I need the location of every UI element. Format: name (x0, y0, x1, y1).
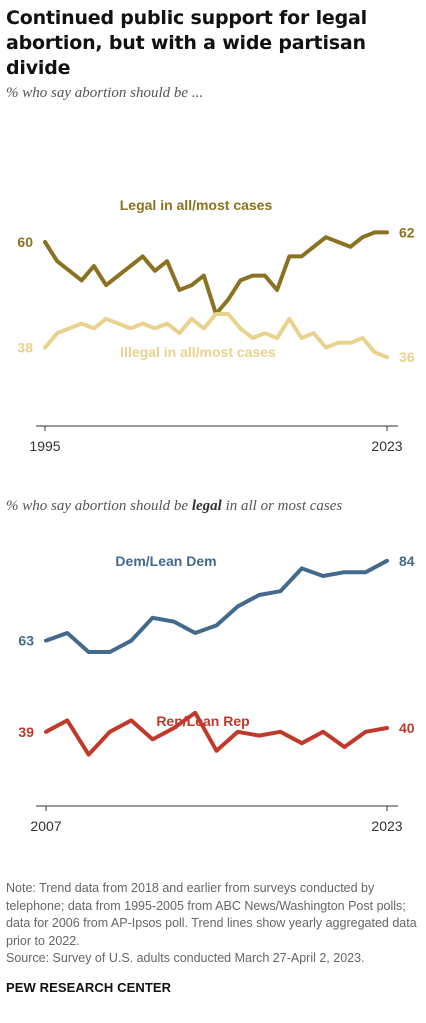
data-label-start-dem: 63 (18, 633, 34, 649)
data-label-start-legal: 60 (17, 234, 33, 250)
data-label-end-rep: 40 (399, 720, 415, 736)
data-label-end-dem: 84 (399, 553, 415, 569)
chart2-subtitle: % who say abortion should be legal in al… (6, 498, 342, 515)
series-line-dem (44, 558, 389, 654)
series-line-rep (44, 710, 389, 757)
series-label-legal: Legal in all/most cases (120, 197, 273, 213)
x-tick-label-start: 2007 (30, 818, 61, 834)
chart-title: Continued public support for legal abort… (6, 7, 367, 79)
chart1-plot: 1995 2023 60 62 Legal in all/most cases 38 36 I… (17, 197, 415, 454)
data-label-end-legal: 62 (399, 224, 415, 240)
brand-logo-text: PEW RESEARCH CENTER (6, 980, 172, 995)
series-line-illegal (43, 312, 389, 360)
series-label-illegal: Illegal in all/most cases (120, 344, 276, 360)
source-text: Source: Survey of U.S. adults conducted … (6, 951, 365, 965)
chart2-subtitle-pre: % who say abortion should be (6, 498, 192, 514)
x-tick-label-end: 2023 (371, 438, 402, 454)
chart1-subtitle: % who say abortion should be ... (6, 85, 204, 101)
x-tick-label-start: 1995 (29, 438, 60, 454)
data-label-end-illegal: 36 (399, 349, 415, 365)
series-label-dem: Dem/Lean Dem (115, 553, 216, 569)
chart2-subtitle-post: in all or most cases (221, 498, 343, 514)
note-text: Note: Trend data from 2018 and earlier f… (6, 881, 417, 948)
data-label-start-rep: 39 (18, 724, 34, 740)
footnote: Note: Trend data from 2018 and earlier f… (6, 880, 420, 968)
series-label-rep: Rep/Lean Rep (156, 713, 249, 729)
data-label-start-illegal: 38 (17, 340, 33, 356)
chart2-subtitle-emphasis: legal (191, 498, 222, 514)
x-tick-label-end: 2023 (371, 818, 402, 834)
chart2-plot: 2007 2023 63 84 Dem/Lean Dem 39 40 Rep/Lean Rep (18, 553, 415, 834)
